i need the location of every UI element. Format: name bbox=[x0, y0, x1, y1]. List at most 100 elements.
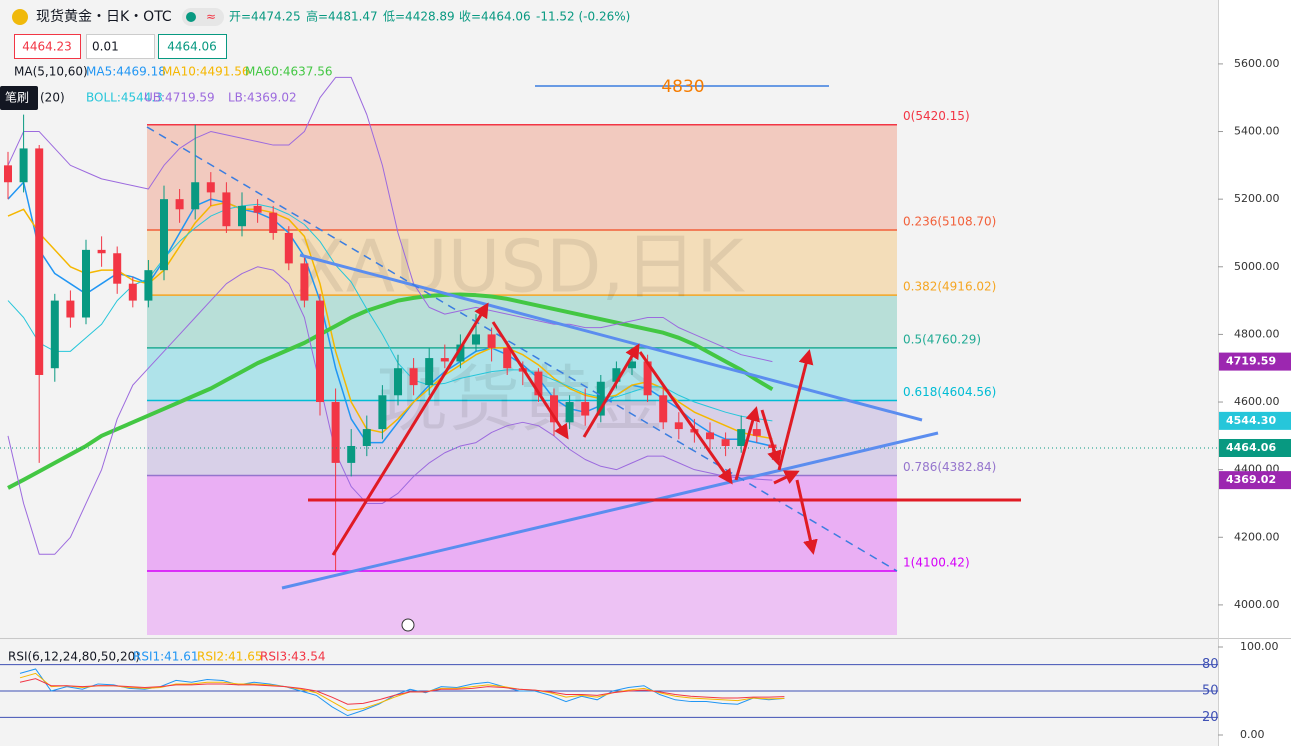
qty-box[interactable] bbox=[86, 34, 155, 59]
candle-body bbox=[628, 361, 636, 369]
candle-body bbox=[472, 334, 480, 345]
candle-body bbox=[66, 300, 75, 318]
stat-open: 开=4474.25 bbox=[229, 10, 301, 24]
rsi-title: RSI(6,12,24,80,50,20) bbox=[8, 650, 140, 664]
y-tick-label: 4600.00 bbox=[1234, 395, 1280, 408]
candle-body bbox=[503, 347, 512, 369]
price-tag bbox=[1219, 471, 1291, 490]
legend-entry: MA60:4637.56 bbox=[245, 65, 333, 79]
legend-title: MA(5,10,60) bbox=[14, 65, 88, 79]
price-tag-label: 4369.02 bbox=[1226, 473, 1276, 486]
stat-low: 低=4428.89 bbox=[383, 10, 455, 24]
candle-body bbox=[113, 253, 122, 284]
tooltip bbox=[0, 86, 38, 110]
fib-label: 0.786(4382.84) bbox=[903, 460, 996, 474]
rsi-level-label: 50 bbox=[1202, 684, 1219, 699]
y-tick-label: 5600.00 bbox=[1234, 57, 1280, 70]
fib-label: 0.236(5108.70) bbox=[903, 215, 996, 229]
rsi-level-label: 80 bbox=[1202, 657, 1219, 672]
fib-band bbox=[147, 475, 897, 571]
candle-body bbox=[19, 148, 28, 183]
candle-body bbox=[487, 334, 496, 348]
arrow[interactable] bbox=[777, 349, 814, 471]
candle-body bbox=[440, 358, 449, 362]
candle-body bbox=[82, 249, 90, 318]
fib-label: 0(5420.15) bbox=[903, 109, 970, 123]
fib-label: 1(4100.42) bbox=[903, 555, 970, 569]
stat-high: 高=4481.47 bbox=[306, 9, 378, 24]
arrow[interactable] bbox=[331, 302, 489, 556]
arrow[interactable] bbox=[582, 343, 640, 438]
price-tag-label: 4544.30 bbox=[1226, 414, 1276, 427]
candle-body bbox=[674, 422, 683, 430]
qty: 0.01 bbox=[92, 40, 119, 54]
legend-entry: MA10:4491.56 bbox=[162, 65, 250, 79]
level-annotation: 4830 bbox=[661, 77, 704, 97]
watermark: XAUUSD,日K bbox=[296, 225, 745, 309]
legend-entry: LB:4369.02 bbox=[228, 91, 297, 105]
fib-band bbox=[147, 570, 897, 635]
fib-label: 0.5(4760.29) bbox=[903, 332, 981, 346]
price-tag bbox=[1219, 352, 1291, 371]
rsi-line bbox=[19, 668, 785, 717]
legend-title: (20) bbox=[40, 91, 65, 105]
arrows bbox=[331, 302, 818, 556]
fib-band bbox=[147, 230, 897, 296]
rsi-line bbox=[19, 678, 785, 705]
toggle-label: ≈ bbox=[206, 10, 216, 24]
y-tick-label: 4200.00 bbox=[1234, 530, 1280, 543]
y-tick-label: 100.00 bbox=[1240, 640, 1279, 653]
drawings: 4830 bbox=[146, 77, 1021, 632]
tooltip-text: 笔刷 bbox=[5, 90, 29, 105]
candle-body bbox=[35, 148, 44, 375]
rsi-level-label: 20 bbox=[1202, 710, 1219, 725]
candle-body bbox=[222, 192, 231, 227]
symbol-name[interactable]: 现货黄金・日K・OTC bbox=[36, 8, 172, 25]
dashed-trend-line[interactable] bbox=[146, 126, 898, 572]
candle-body bbox=[253, 205, 262, 213]
legend-entry: MA5:4469.18 bbox=[86, 65, 166, 79]
legend-entry: UB:4719.59 bbox=[144, 91, 215, 105]
arrow[interactable] bbox=[638, 351, 733, 485]
trend-line[interactable] bbox=[299, 253, 923, 422]
candle-body bbox=[206, 182, 215, 193]
y-tick-label: 4000.00 bbox=[1234, 598, 1280, 611]
sell-box[interactable] bbox=[14, 34, 81, 59]
candle-body bbox=[160, 199, 168, 271]
candle-body bbox=[50, 300, 59, 369]
legend-entry: RSI3:43.54 bbox=[260, 650, 326, 664]
arrow[interactable] bbox=[760, 409, 782, 466]
indicator-line bbox=[7, 266, 773, 555]
candle-body bbox=[581, 402, 590, 416]
candle-body bbox=[128, 283, 137, 301]
candle-body bbox=[409, 368, 418, 386]
candle-body bbox=[456, 344, 465, 362]
trend-line[interactable] bbox=[281, 431, 939, 590]
arrow[interactable] bbox=[773, 470, 800, 485]
candle-body bbox=[269, 212, 278, 233]
price-tag-label: 4719.59 bbox=[1226, 355, 1276, 368]
marker-icon[interactable] bbox=[401, 618, 415, 632]
stat-change: -11.52 (-0.26%) bbox=[536, 10, 630, 24]
y-tick-label: 4800.00 bbox=[1234, 327, 1280, 340]
candle-body bbox=[596, 381, 605, 416]
legend-entry: RSI2:41.65 bbox=[197, 650, 263, 664]
price-tag bbox=[1219, 411, 1291, 430]
arrow[interactable] bbox=[795, 479, 818, 555]
arrow[interactable] bbox=[734, 406, 760, 481]
price-axis bbox=[1218, 0, 1291, 746]
candle-body bbox=[284, 232, 293, 264]
buy-price: 4464.06 bbox=[167, 40, 217, 54]
candle-body bbox=[362, 429, 371, 446]
candle-body bbox=[659, 395, 668, 423]
candle-body bbox=[175, 199, 184, 210]
arrow[interactable] bbox=[491, 321, 569, 440]
legend-entry: BOLL:4544.3 bbox=[86, 91, 163, 105]
candle-body bbox=[4, 165, 12, 183]
buy-box[interactable] bbox=[158, 34, 227, 59]
candle-body bbox=[316, 300, 324, 403]
toggle-dot bbox=[186, 12, 196, 22]
y-tick-label: 5000.00 bbox=[1234, 260, 1280, 273]
